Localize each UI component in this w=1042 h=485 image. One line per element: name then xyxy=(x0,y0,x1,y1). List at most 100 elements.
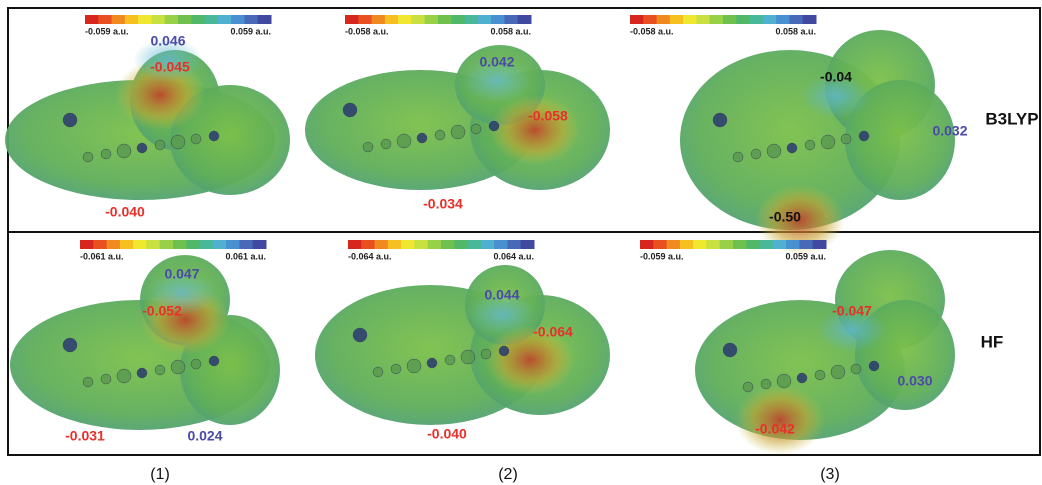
scale-swatch xyxy=(218,15,232,24)
scale-swatch xyxy=(191,15,205,24)
potential-label: 0.047 xyxy=(164,266,199,282)
scale-swatch xyxy=(640,240,654,249)
scale-swatch xyxy=(345,15,359,24)
scale-swatch xyxy=(504,15,518,24)
atom xyxy=(815,370,825,380)
scale-swatch xyxy=(120,240,134,249)
scale-swatch xyxy=(643,15,657,24)
scale-swatch xyxy=(425,15,439,24)
scale-swatch xyxy=(186,240,200,249)
potential-label: -0.064 xyxy=(533,324,573,340)
column-label: (2) xyxy=(498,466,518,483)
atom xyxy=(171,360,185,374)
scale-max-label: 0.058 a.u. xyxy=(490,26,531,36)
scale-max-label: 0.061 a.u. xyxy=(225,251,266,261)
scale-swatch xyxy=(441,240,455,249)
scale-swatch xyxy=(93,240,107,249)
scale-swatch xyxy=(205,15,219,24)
atom xyxy=(767,144,781,158)
atom xyxy=(445,355,455,365)
scale-swatch xyxy=(451,15,465,24)
potential-label: -0.058 xyxy=(528,108,568,124)
scale-swatch xyxy=(428,240,442,249)
scale-swatch xyxy=(710,15,724,24)
scale-swatch xyxy=(478,15,492,24)
atom xyxy=(417,133,427,143)
scale-swatch xyxy=(750,15,764,24)
potential-label: -0.040 xyxy=(427,426,467,442)
scale-swatch xyxy=(398,15,412,24)
scale-swatch xyxy=(789,15,803,24)
scale-swatch xyxy=(244,15,258,24)
scale-swatch xyxy=(151,15,165,24)
scale-swatch xyxy=(385,15,399,24)
scale-swatch xyxy=(667,240,681,249)
scale-swatch xyxy=(173,240,187,249)
scale-swatch xyxy=(491,15,505,24)
scale-swatch xyxy=(112,15,126,24)
potential-label: -0.031 xyxy=(65,428,105,444)
scale-min-label: -0.061 a.u. xyxy=(80,251,124,261)
potential-label: -0.034 xyxy=(423,196,463,212)
atom xyxy=(391,364,401,374)
atom xyxy=(155,365,165,375)
potential-label: 0.030 xyxy=(897,373,932,389)
atom xyxy=(343,103,357,117)
scale-swatch xyxy=(375,240,389,249)
scale-swatch xyxy=(670,15,684,24)
atom xyxy=(851,364,861,374)
atom xyxy=(713,113,727,127)
atom xyxy=(191,359,201,369)
scale-swatch xyxy=(361,240,375,249)
atom xyxy=(137,143,147,153)
atom xyxy=(63,113,77,127)
atom xyxy=(435,130,445,140)
scale-swatch xyxy=(160,240,174,249)
scale-swatch xyxy=(720,240,734,249)
atom xyxy=(761,379,771,389)
atom xyxy=(155,140,165,150)
scale-swatch xyxy=(438,15,452,24)
scale-swatch xyxy=(746,240,760,249)
scale-swatch xyxy=(763,15,777,24)
atom xyxy=(733,152,743,162)
method-label: B3LYP xyxy=(985,109,1038,128)
atom xyxy=(805,140,815,150)
atom xyxy=(481,349,491,359)
atom xyxy=(859,131,869,141)
scale-swatch xyxy=(146,240,160,249)
scale-swatch xyxy=(213,240,227,249)
atom xyxy=(777,374,791,388)
atom xyxy=(869,361,879,371)
scale-swatch xyxy=(468,240,482,249)
potential-label: 0.032 xyxy=(932,123,967,139)
atom xyxy=(137,368,147,378)
atom xyxy=(499,346,509,356)
scale-swatch xyxy=(125,15,139,24)
scale-swatch xyxy=(465,15,479,24)
column-label: (3) xyxy=(820,466,840,483)
scale-max-label: 0.064 a.u. xyxy=(493,251,534,261)
scale-swatch xyxy=(258,15,272,24)
potential-label: -0.042 xyxy=(755,421,795,437)
potential-label: -0.052 xyxy=(142,303,182,319)
scale-min-label: -0.058 a.u. xyxy=(630,26,674,36)
atom xyxy=(373,367,383,377)
potential-label: -0.047 xyxy=(832,303,872,319)
scale-swatch xyxy=(401,240,415,249)
scale-swatch xyxy=(680,240,694,249)
scale-swatch xyxy=(133,240,147,249)
scale-swatch xyxy=(85,15,99,24)
atom xyxy=(363,142,373,152)
atom xyxy=(471,124,481,134)
atom xyxy=(831,365,845,379)
scale-swatch xyxy=(253,240,267,249)
atom xyxy=(797,373,807,383)
scale-swatch xyxy=(481,240,495,249)
atom xyxy=(83,152,93,162)
atom xyxy=(381,139,391,149)
scale-swatch xyxy=(736,15,750,24)
scale-swatch xyxy=(786,240,800,249)
scale-swatch xyxy=(200,240,214,249)
scale-swatch xyxy=(80,240,94,249)
